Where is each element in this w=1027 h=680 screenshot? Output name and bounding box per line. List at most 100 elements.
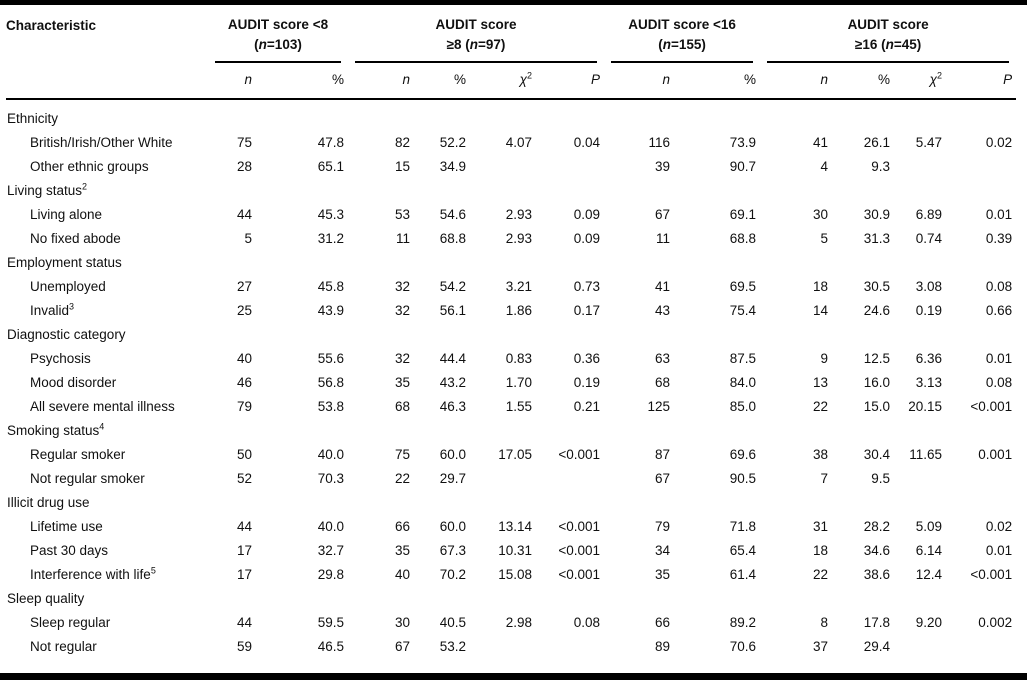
cell-n-ge16: 13	[813, 374, 829, 390]
cell-n-lt8: 75	[236, 134, 252, 150]
cell-pct-ge8: 52.2	[439, 134, 467, 150]
cell-n-lt8: 40	[236, 350, 252, 366]
cell-pct-ge16: 24.6	[863, 302, 891, 318]
cell-pct-lt16: 75.4	[729, 302, 757, 318]
cell-chi2-16	[894, 154, 946, 178]
cell-p-16: 0.001	[978, 446, 1013, 462]
cell-chi2-16: 12.4	[915, 566, 943, 582]
group-header-row: Characteristic AUDIT score <8 (n=103) AU…	[6, 5, 1016, 100]
cell-pct-lt16: 90.5	[729, 470, 757, 486]
cell-p-16: 0.02	[985, 518, 1013, 534]
cell-chi2-16: 9.20	[915, 614, 943, 630]
cell-pct-ge16: 12.5	[863, 350, 891, 366]
group-subtitle: (n=155)	[658, 37, 706, 52]
cell-n-lt16: 125	[647, 398, 671, 414]
cell-pct-ge8: 54.2	[439, 278, 467, 294]
row-label: Regular smoker	[30, 446, 126, 462]
row-label: Invalid3	[30, 301, 75, 318]
section-row: Sleep quality	[6, 586, 1016, 610]
cell-n-lt8: 44	[236, 518, 252, 534]
cell-n-ge16: 22	[813, 566, 829, 582]
cell-n-ge8: 67	[394, 638, 411, 654]
col-header-chi-squared: χ2	[894, 63, 947, 100]
cell-pct-ge8: 40.5	[439, 614, 467, 630]
group-title: AUDIT score	[847, 17, 929, 32]
section-row: Ethnicity	[6, 106, 1016, 130]
cell-p-8	[536, 154, 604, 178]
cell-chi2-16: 0.19	[915, 302, 943, 318]
cell-pct-ge16: 26.1	[863, 134, 891, 150]
cell-chi2-8: 0.83	[505, 350, 533, 366]
cell-n-ge16: 8	[820, 614, 829, 630]
cell-pct-lt16: 89.2	[729, 614, 757, 630]
cell-pct-lt16: 68.8	[729, 230, 757, 246]
cell-pct-lt16: 69.1	[729, 206, 757, 222]
cell-n-lt8: 52	[236, 470, 252, 486]
col-header-pct: %	[414, 63, 471, 100]
cell-pct-ge16: 17.8	[863, 614, 891, 630]
group-header-audit-lt16: AUDIT score <16 (n=155)	[604, 5, 760, 63]
cell-n-lt16: 39	[655, 158, 671, 174]
group-title: AUDIT score <16	[628, 17, 736, 32]
cell-n-lt16: 43	[655, 302, 671, 318]
row-label: Not regular	[30, 638, 97, 654]
cell-n-lt8: 59	[236, 638, 252, 654]
cell-pct-lt16: 70.6	[729, 638, 757, 654]
row-label: Living alone	[30, 206, 103, 222]
row-label: Unemployed	[30, 278, 106, 294]
cell-pct-ge16: 30.9	[863, 206, 891, 222]
cell-n-ge8: 40	[394, 566, 411, 582]
cell-n-lt8: 5	[244, 230, 252, 246]
group-subtitle: ≥16 (n=45)	[854, 37, 922, 52]
cell-pct-ge16: 9.3	[871, 158, 891, 174]
cell-n-ge16: 31	[813, 518, 829, 534]
cell-p-8: 0.73	[573, 278, 601, 294]
cell-pct-lt16: 87.5	[729, 350, 757, 366]
table-row: Lifetime use 44 40.0 66 60.0 13.14 <0.001 79 71.…	[6, 514, 1016, 538]
cell-chi2-8	[470, 466, 536, 490]
cell-chi2-16: 5.09	[915, 518, 943, 534]
cell-chi2-16: 6.36	[915, 350, 943, 366]
cell-pct-ge16: 28.2	[863, 518, 891, 534]
cell-pct-ge16: 9.5	[871, 470, 891, 486]
table-row: Sleep regular 44 59.5 30 40.5 2.98 0.08 66 89.2 8…	[6, 610, 1016, 634]
cell-n-lt16: 11	[656, 230, 671, 246]
cell-pct-lt16: 73.9	[729, 134, 757, 150]
cell-n-ge8: 32	[394, 278, 411, 294]
cell-pct-ge16: 31.3	[863, 230, 891, 246]
cell-p-16: 0.002	[978, 614, 1013, 630]
cell-n-ge8: 32	[394, 350, 411, 366]
section-label: Sleep quality	[7, 590, 85, 606]
cell-pct-lt8: 40.0	[317, 446, 345, 462]
row-label: Lifetime use	[30, 518, 103, 534]
cell-p-16: 0.08	[985, 374, 1013, 390]
cell-pct-ge8: 56.1	[439, 302, 467, 318]
cell-chi2-16: 6.14	[915, 542, 943, 558]
bottom-rule	[0, 673, 1027, 680]
cell-pct-lt8: 46.5	[317, 638, 345, 654]
row-label: Interference with life5	[30, 565, 156, 582]
cell-n-ge8: 75	[394, 446, 411, 462]
row-label: Sleep regular	[30, 614, 111, 630]
cell-chi2-16	[894, 466, 946, 490]
cell-p-16: 0.39	[985, 230, 1013, 246]
cell-n-lt8: 44	[236, 206, 252, 222]
cell-chi2-16: 3.13	[915, 374, 943, 390]
cell-chi2-8: 1.86	[505, 302, 533, 318]
row-label: All severe mental illness	[30, 398, 175, 414]
cell-p-8: 0.17	[573, 302, 601, 318]
cell-n-lt16: 116	[648, 134, 671, 150]
cell-n-ge8: 66	[394, 518, 411, 534]
cell-n-ge8: 68	[394, 398, 411, 414]
cell-pct-lt8: 55.6	[317, 350, 345, 366]
cell-chi2-16	[894, 634, 946, 658]
table-row: All severe mental illness 79 53.8 68 46.3 1.5…	[6, 394, 1016, 418]
table-row: Regular smoker 50 40.0 75 60.0 17.05 <0.001 87 6…	[6, 442, 1016, 466]
cell-p-8: 0.09	[573, 206, 601, 222]
cell-pct-ge16: 29.4	[863, 638, 891, 654]
cell-p-16	[946, 154, 1016, 178]
cell-p-8: 0.04	[573, 134, 601, 150]
section-row: Living status2	[6, 178, 1016, 202]
table-row: Unemployed 27 45.8 32 54.2 3.21 0.73 41 69.5 18 30…	[6, 274, 1016, 298]
col-header-n: n	[348, 63, 415, 100]
